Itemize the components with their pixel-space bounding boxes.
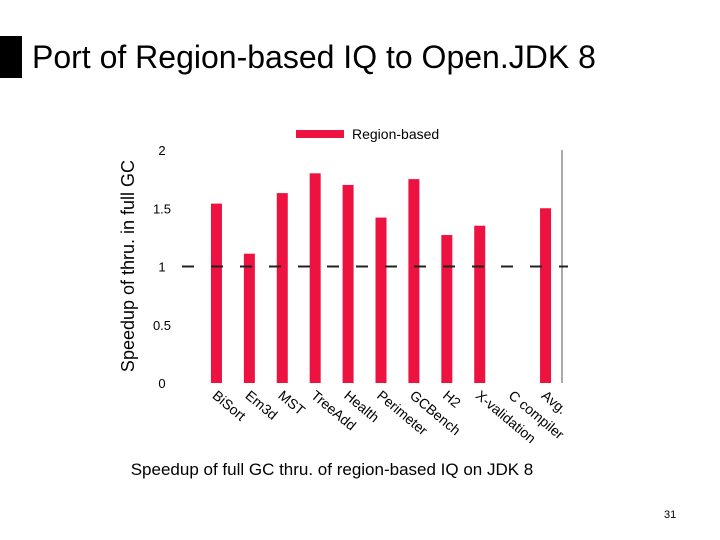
y-tick-label: 1: [158, 260, 165, 275]
slide-title: Port of Region-based IQ to Open.JDK 8: [32, 39, 596, 75]
x-tick-label-em3d: Em3d: [242, 387, 280, 423]
bar-bisort: [210, 203, 222, 383]
x-tick-label-bisort: BiSort: [210, 387, 250, 424]
bar-x-validation: [474, 225, 486, 383]
bar-avg: [540, 208, 552, 383]
bar-treeadd: [309, 173, 321, 383]
y-tick-label: 0: [158, 376, 165, 391]
bar-em3d: [243, 253, 255, 383]
y-tick-label: 0.5: [153, 318, 171, 333]
bar-health: [342, 184, 354, 383]
x-tick-label-mst: MST: [275, 387, 308, 419]
chart-legend: Region-based: [296, 126, 439, 142]
page-number: 31: [664, 509, 677, 521]
bar-perimeter: [375, 217, 387, 383]
title-accent-bar: [0, 36, 22, 78]
y-axis-label: Speedup of thru. in full GC: [118, 160, 138, 372]
y-tick-label: 2: [158, 143, 165, 158]
x-tick-label-h2: H2: [440, 387, 464, 411]
bar-mst: [276, 193, 288, 383]
legend-swatch-region-based: [296, 130, 344, 138]
bar-gcbench: [408, 179, 420, 383]
y-tick-label: 1.5: [153, 201, 171, 216]
bar-h2: [441, 235, 453, 383]
chart-caption: Speedup of full GC thru. of region-based…: [130, 460, 534, 479]
legend-label-region-based: Region-based: [352, 126, 439, 142]
